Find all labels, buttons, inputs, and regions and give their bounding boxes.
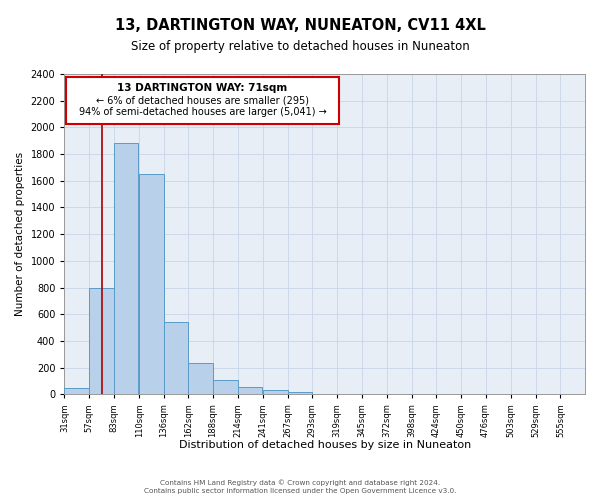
Bar — [288, 392, 313, 394]
Bar — [89, 288, 113, 395]
Text: ← 6% of detached houses are smaller (295): ← 6% of detached houses are smaller (295… — [96, 96, 309, 106]
Bar — [64, 388, 89, 394]
Text: Size of property relative to detached houses in Nuneaton: Size of property relative to detached ho… — [131, 40, 469, 53]
FancyBboxPatch shape — [66, 76, 339, 124]
Bar — [164, 322, 188, 394]
Bar — [238, 387, 262, 394]
Text: 94% of semi-detached houses are larger (5,041) →: 94% of semi-detached houses are larger (… — [79, 108, 326, 118]
Bar — [213, 380, 238, 394]
Text: Contains HM Land Registry data © Crown copyright and database right 2024.
Contai: Contains HM Land Registry data © Crown c… — [144, 479, 456, 494]
Bar — [139, 174, 164, 394]
Text: 13, DARTINGTON WAY, NUNEATON, CV11 4XL: 13, DARTINGTON WAY, NUNEATON, CV11 4XL — [115, 18, 485, 32]
Y-axis label: Number of detached properties: Number of detached properties — [15, 152, 25, 316]
X-axis label: Distribution of detached houses by size in Nuneaton: Distribution of detached houses by size … — [179, 440, 471, 450]
Text: 13 DARTINGTON WAY: 71sqm: 13 DARTINGTON WAY: 71sqm — [118, 82, 287, 92]
Bar — [113, 144, 138, 394]
Bar — [188, 363, 213, 394]
Bar — [263, 390, 288, 394]
